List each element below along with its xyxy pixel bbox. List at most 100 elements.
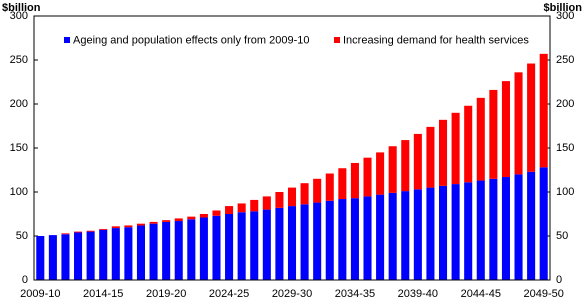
bar-segment (174, 218, 183, 222)
bar-segment (86, 231, 95, 280)
y-tick-label: 200 (10, 98, 28, 110)
bar-segment (174, 221, 183, 280)
bar-segment (376, 194, 385, 280)
bar-segment (86, 230, 95, 232)
y2-tick-label: 200 (556, 98, 574, 110)
bar-segment (438, 119, 448, 186)
bar-segment (250, 199, 259, 212)
bar-segment (250, 211, 259, 280)
x-tick-label: 2034-35 (335, 288, 375, 300)
bar-segment (162, 221, 171, 280)
y2-tick-label: 300 (556, 10, 574, 22)
y2-tick-label: 50 (556, 230, 568, 242)
bar-segment (199, 217, 208, 280)
bar-segment (401, 191, 410, 280)
bar-segment (287, 187, 297, 207)
bar-segment (237, 212, 246, 280)
bar-segment (300, 183, 309, 205)
y2-tick-label: 250 (556, 54, 574, 66)
legend-swatch (334, 37, 340, 43)
bar-segment (99, 229, 108, 280)
bar-segment (388, 146, 397, 193)
bar-segment (501, 177, 510, 280)
bar-segment (476, 97, 485, 181)
y-tick-label: 100 (10, 186, 28, 198)
bar-segment (501, 81, 510, 178)
bar-segment (300, 204, 309, 280)
bar-segment (527, 63, 536, 172)
bar-segment (111, 226, 120, 229)
y-tick-label: 50 (16, 230, 28, 242)
bar-segment (464, 182, 473, 280)
bar-segment (338, 199, 347, 280)
x-tick-label: 2049-50 (524, 288, 564, 300)
bar-segment (338, 168, 347, 200)
bar-segment (313, 178, 322, 203)
bar-segment (489, 178, 498, 280)
bar-segment (426, 126, 435, 188)
bar-segment (36, 236, 45, 280)
bar-segment (99, 228, 108, 230)
y-tick-label: 0 (22, 274, 28, 286)
bar-segment (275, 207, 284, 280)
bar-segment (388, 192, 397, 280)
bar-segment (350, 198, 359, 280)
bar-segment (376, 152, 385, 195)
bar-segment (363, 157, 372, 197)
bar-segment (225, 206, 234, 214)
y-tick-label: 300 (10, 10, 28, 22)
x-tick-label: 2024-25 (209, 288, 249, 300)
bar-segment (539, 53, 548, 168)
legend-label: Increasing demand for health services (343, 34, 529, 46)
bar-segment (262, 196, 271, 210)
bar-segment (262, 209, 271, 280)
bar-segment (187, 216, 196, 220)
bar-segment (124, 227, 133, 280)
legend-swatch (64, 37, 70, 43)
bar-segment (313, 202, 322, 280)
bar-segment (287, 206, 297, 280)
y2-tick-label: 0 (556, 274, 562, 286)
bar-segment (451, 112, 460, 185)
bar-segment (225, 214, 234, 280)
bar-segment (74, 231, 83, 233)
bar-segment (275, 192, 284, 208)
y2-axis-label: $billion (544, 2, 583, 14)
legend-label: Ageing and population effects only from … (73, 34, 309, 46)
x-tick-label: 2009-10 (20, 288, 60, 300)
bar-segment (489, 89, 498, 179)
bar-segment (539, 167, 548, 280)
bar-segment (136, 223, 146, 226)
bar-segment (149, 223, 158, 280)
bar-segment (527, 171, 536, 280)
bar-segment (426, 187, 435, 280)
y2-tick-label: 150 (556, 142, 574, 154)
bar-segment (413, 133, 422, 190)
bar-segment (212, 210, 221, 216)
bar-segment (48, 235, 57, 280)
bar-segment (61, 233, 70, 235)
bar-segment (162, 220, 171, 222)
bar-segment (401, 140, 410, 192)
bar-segment (136, 225, 146, 280)
bar-segment (514, 72, 523, 175)
bar-segment (149, 221, 158, 224)
x-tick-label: 2019-20 (146, 288, 186, 300)
bar-segment (325, 200, 334, 280)
x-tick-label: 2044-45 (461, 288, 501, 300)
bar-segment (325, 173, 334, 201)
bar-segment (438, 185, 448, 280)
bar-segment (74, 232, 83, 280)
y-tick-label: 150 (10, 142, 28, 154)
x-tick-label: 2039-40 (398, 288, 438, 300)
y-axis-label: $billion (2, 2, 41, 14)
bar-segment (476, 180, 485, 280)
y-tick-label: 250 (10, 54, 28, 66)
bar-segment (124, 225, 133, 228)
bar-segment (514, 174, 523, 280)
bar-segment (363, 196, 372, 280)
bar-segment (187, 219, 196, 280)
bar-segment (61, 234, 70, 280)
bar-segment (237, 203, 246, 213)
